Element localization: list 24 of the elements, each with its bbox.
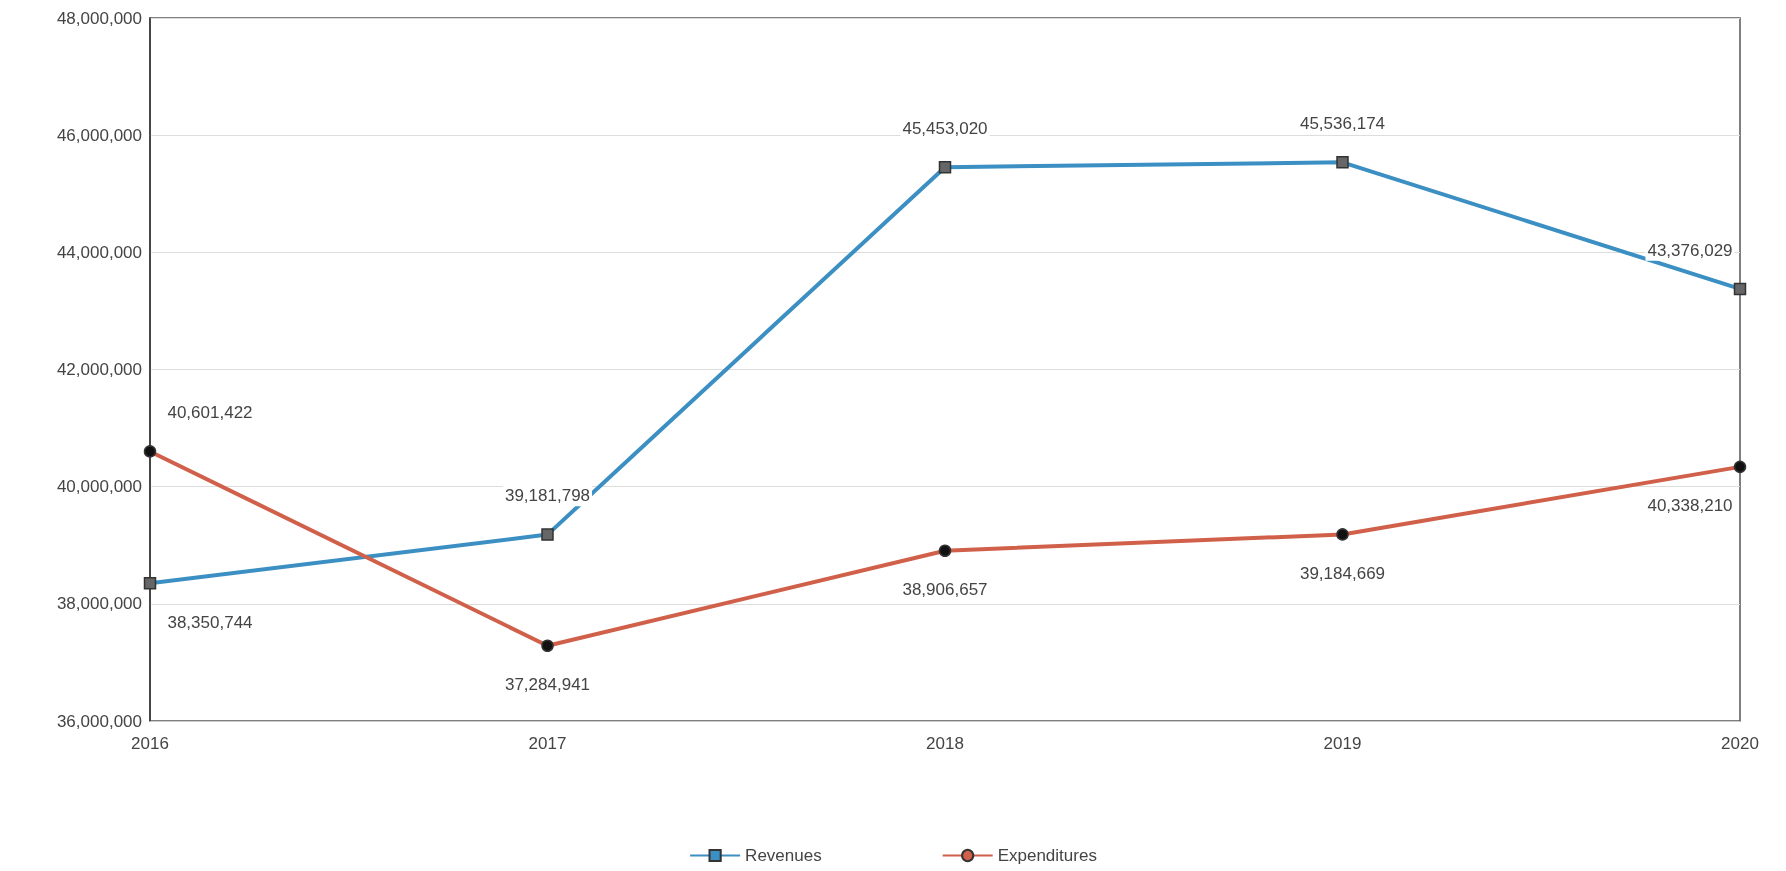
y-tick-label: 48,000,000 [56, 8, 142, 28]
data-label: 45,536,174 [1299, 114, 1386, 134]
x-tick-label: 2016 [131, 734, 169, 753]
y-tick-label: 46,000,000 [56, 125, 142, 145]
y-tick-label: 42,000,000 [56, 360, 142, 379]
data-label: 39,181,798 [504, 486, 591, 506]
data-label: 43,376,029 [1647, 240, 1733, 260]
y-tick-label: 40,000,000 [56, 477, 142, 497]
data-label: 40,601,422 [167, 403, 253, 423]
x-tick-label: 2017 [528, 734, 567, 753]
data-label: 39,184,669 [1299, 563, 1386, 583]
y-tick-label: 36,000,000 [56, 711, 142, 731]
x-tick-label: 2019 [1323, 734, 1362, 753]
data-label: 45,453,020 [902, 118, 988, 138]
y-tick-label: 44,000,000 [56, 242, 142, 262]
data-label: 37,284,941 [504, 674, 591, 694]
legend-label: Expenditures [997, 846, 1097, 865]
x-tick-label: 2018 [926, 734, 964, 753]
legend-label: Revenues [745, 846, 822, 865]
data-label: 38,906,657 [902, 579, 988, 599]
data-label: 38,350,744 [167, 612, 253, 632]
data-label: 40,338,210 [1647, 496, 1733, 516]
x-tick-label: 2020 [1721, 734, 1759, 753]
y-tick-label: 38,000,000 [56, 594, 142, 614]
